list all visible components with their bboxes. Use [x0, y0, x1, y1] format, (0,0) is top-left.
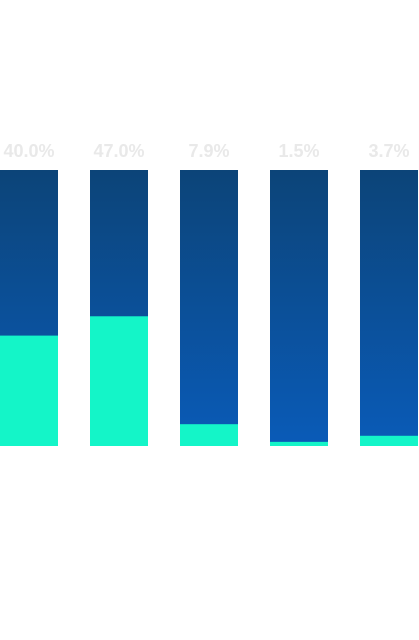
labels-group: 40.0% 47.0% 7.9% 1.5% 3.7%: [3, 141, 409, 161]
bar-track-4: [270, 170, 328, 446]
bar-fill-4: [270, 441, 328, 446]
bar-track-3: [180, 170, 238, 446]
bar-value-label-1: 40.0%: [3, 141, 54, 161]
bar-value-label-3: 7.9%: [188, 141, 229, 161]
bar-fill-2: [90, 316, 148, 446]
bar-track-5: [360, 170, 418, 446]
bar-value-label-5: 3.7%: [368, 141, 409, 161]
bar-fill-1: [0, 335, 58, 446]
bar-fill-3: [180, 424, 238, 446]
bar-value-label-2: 47.0%: [93, 141, 144, 161]
bars-group: [0, 170, 418, 446]
bar-value-label-4: 1.5%: [278, 141, 319, 161]
bar-fill-5: [360, 435, 418, 446]
